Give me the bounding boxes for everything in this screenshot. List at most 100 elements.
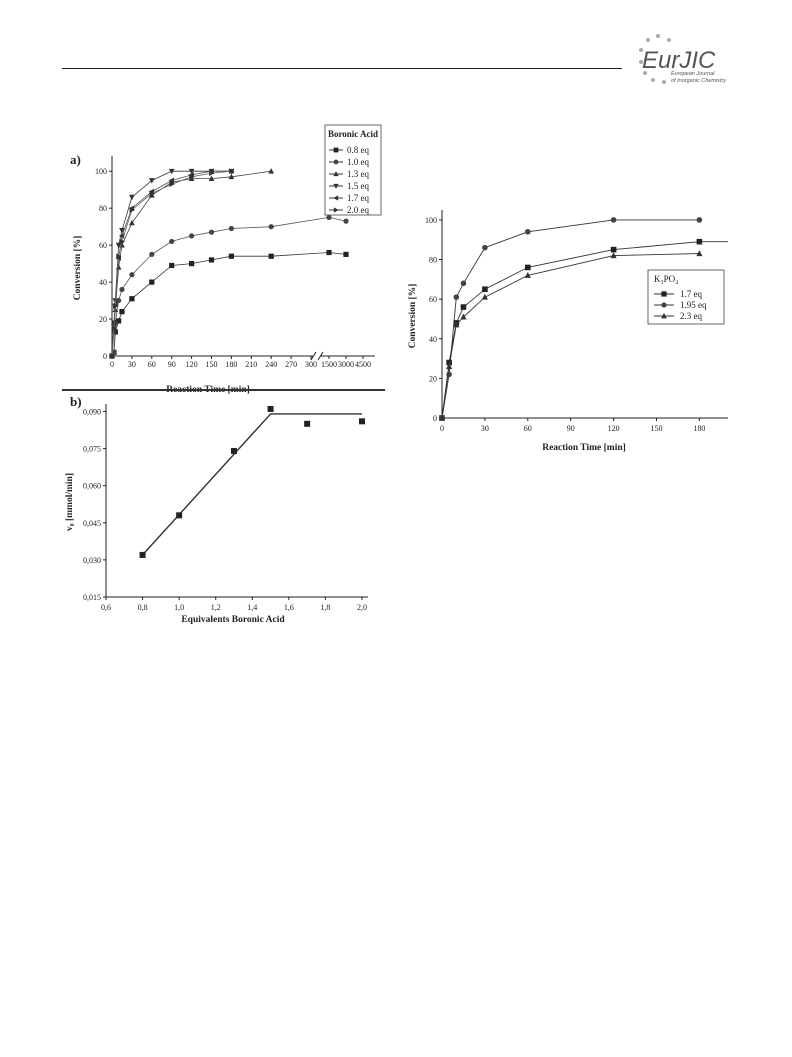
data-point-c [481, 293, 488, 300]
y-tick-label-a: 60 [99, 241, 107, 250]
legend-marker-a [333, 147, 339, 153]
x-tick-label-c: 0 [440, 424, 444, 433]
x-tick-label-c: 60 [524, 424, 532, 433]
data-point-a [169, 181, 175, 188]
x-tick-label-b: 1,4 [247, 603, 257, 612]
chart-b: b) 0,015 0,030 0,045 0,060 0,075 0,090 0,6 0,8 1… [65, 394, 368, 625]
x-tick-label-b: 1,6 [284, 603, 294, 612]
x-tick-label-a: 150 [206, 360, 218, 369]
data-point-c [446, 371, 452, 378]
data-point-b [139, 551, 146, 558]
data-point-a [208, 175, 215, 181]
data-point-c [525, 228, 531, 235]
data-point-c [524, 272, 531, 278]
y-tick-label-b: 0,015 [83, 593, 101, 602]
fit-line-b [142, 413, 362, 556]
x-tick-label-a: 30 [128, 360, 136, 369]
data-point-c [610, 217, 617, 223]
data-point-a [189, 261, 195, 267]
x-tick-label-a: 120 [186, 360, 198, 369]
x-tick-label-c: 30 [481, 424, 489, 433]
legend-entry-a: 1.7 eq [347, 193, 369, 203]
x-tick-label-a: 60 [148, 360, 156, 369]
stars-icon [639, 34, 671, 84]
y-tick-label-a: 0 [103, 352, 107, 361]
x-tick-label-b: 2,0 [357, 603, 367, 612]
data-point-c [446, 363, 453, 370]
x-tick-label-b: 0,8 [138, 603, 148, 612]
data-point-a [111, 325, 118, 332]
legend-entry-c: 1.95 eq [680, 300, 707, 310]
x-tick-label-a: 1500 [321, 360, 337, 369]
data-point-a [119, 309, 125, 315]
data-point-b [176, 512, 183, 519]
header-rule [62, 68, 622, 70]
data-point-a [169, 238, 175, 245]
data-point-b [231, 448, 237, 455]
data-point-a [149, 279, 155, 285]
series-a-1.0-eq [109, 214, 349, 359]
data-point-a [148, 178, 155, 184]
data-point-c [482, 286, 488, 293]
data-point-a [208, 229, 215, 235]
x-tick-label-a: 210 [245, 360, 257, 369]
legend-entry-c: 2.3 eq [680, 311, 702, 321]
data-point-a [188, 168, 195, 175]
data-point-a [343, 218, 349, 224]
y-tick-label-a: 100 [95, 167, 107, 176]
data-point-c [446, 359, 452, 366]
x-tick-label-b: 1,0 [174, 603, 184, 612]
data-point-c [460, 313, 467, 320]
legend-marker-a [333, 207, 339, 213]
legend-marker-a [333, 195, 339, 201]
data-point-a [228, 225, 234, 232]
panel-separator [62, 389, 385, 391]
data-point-a [149, 190, 155, 197]
data-point-c [460, 280, 467, 287]
journal-logo: EurJIC European Journal of Inorganic Che… [639, 34, 727, 84]
data-point-a [119, 228, 125, 234]
legend-entry-c: 1.7 eq [680, 289, 702, 299]
data-point-a [129, 207, 136, 213]
y-tick-label-c: 80 [429, 256, 437, 265]
data-point-a [189, 173, 195, 180]
data-point-c [696, 250, 703, 257]
series-line-a [111, 216, 347, 357]
legend-entry-a: 1.5 eq [347, 181, 369, 191]
x-axis-title-c: Reaction Time [min] [542, 443, 626, 453]
legend-marker-c [661, 312, 667, 319]
x-tick-label-b: 0,6 [101, 603, 111, 612]
y-tick-label-c: 40 [429, 335, 437, 344]
y-tick-label-b: 0,045 [83, 519, 101, 528]
data-point-c [525, 264, 531, 271]
data-point-a [268, 224, 274, 230]
data-point-a [168, 177, 175, 184]
y-tick-label-b: 0,090 [83, 407, 101, 416]
data-point-a [208, 257, 215, 263]
x-tick-label-a: 240 [265, 360, 277, 369]
y-tick-label-b: 0,060 [83, 482, 101, 491]
chart-a: a) 0 20 40 60 80 100 0 30 60 90 120 150 180 210 240 270… [70, 124, 382, 395]
legend-entry-a: 0.8 eq [347, 145, 369, 155]
data-point-c [610, 252, 617, 259]
x-tick-label-a: 90 [168, 360, 176, 369]
legend-box-c [647, 269, 725, 325]
data-point-a [115, 242, 122, 249]
legend-entry-a: 1.0 eq [347, 157, 369, 167]
data-point-a [115, 264, 122, 270]
data-point-c [610, 246, 617, 253]
data-point-a [129, 296, 135, 302]
y-tick-label-c: 60 [429, 295, 437, 304]
legend-box-a [324, 124, 382, 216]
data-point-a [228, 173, 235, 180]
legend-title-a: Boronic Acid [328, 129, 378, 139]
x-tick-label-a: 180 [225, 360, 237, 369]
data-point-a [149, 251, 155, 257]
y-axis-title-c: Conversion [%] [408, 284, 418, 349]
data-point-c [453, 321, 460, 328]
data-point-a [268, 253, 274, 259]
data-point-a [129, 194, 135, 201]
data-point-a [326, 249, 332, 256]
x-tick-label-a: 300 [305, 360, 317, 369]
